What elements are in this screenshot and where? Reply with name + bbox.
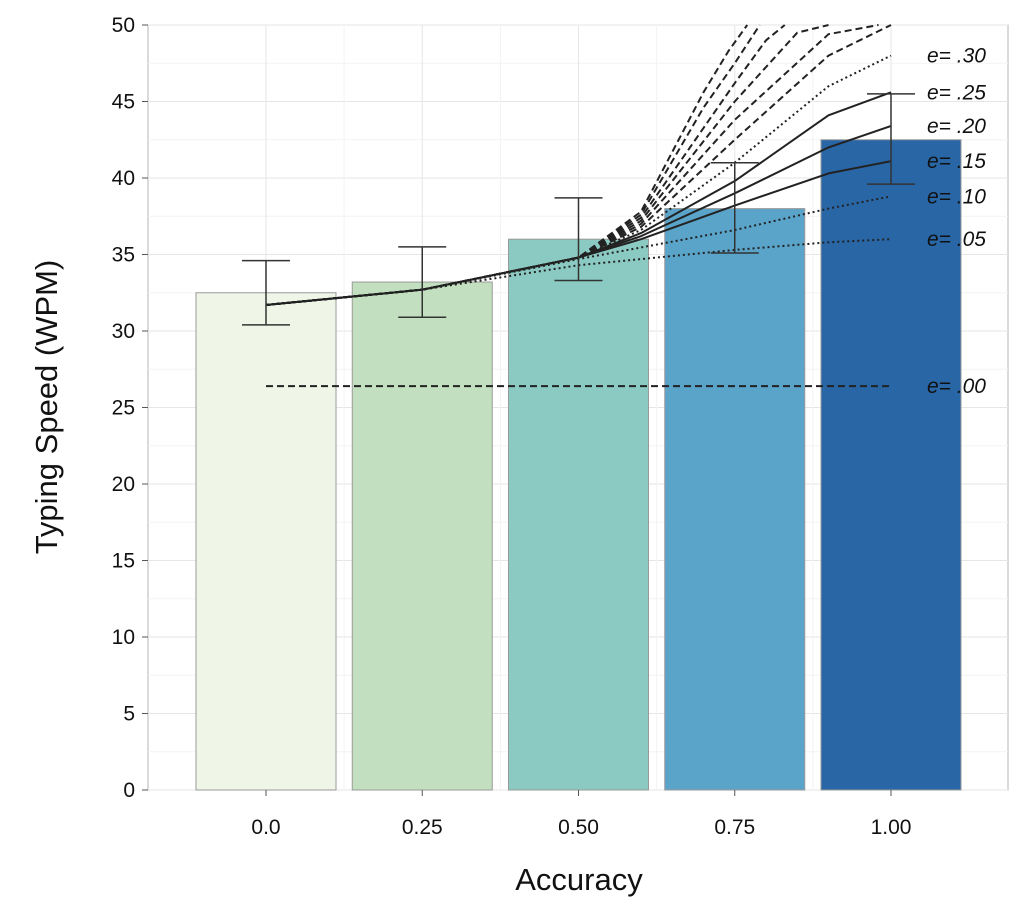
y-tick-label: 0 [123, 779, 135, 802]
bar [820, 139, 962, 791]
y-tick-label: 30 [112, 320, 135, 343]
curve-label: e= .20 [927, 115, 986, 138]
curve-label: e= .30 [927, 45, 986, 68]
curve-label: e= .05 [927, 228, 986, 251]
error-bar [710, 161, 759, 254]
curve-label: e= .00 [927, 375, 986, 398]
x-tick-label: 0.25 [402, 816, 443, 839]
x-tick-label: 0.50 [558, 816, 599, 839]
error-bars [242, 93, 915, 326]
bar [508, 238, 649, 791]
y-tick-label: 10 [112, 626, 135, 649]
error-bar [554, 197, 603, 282]
bar [664, 208, 806, 791]
y-tick-label: 20 [112, 473, 135, 496]
x-axis-title: Accuracy [515, 862, 643, 897]
y-tick-label: 5 [123, 703, 135, 726]
y-tick-label: 25 [112, 397, 135, 420]
y-axis-title: Typing Speed (WPM) [29, 260, 64, 555]
y-tick-label: 45 [112, 91, 135, 114]
x-tick-label: 1.00 [871, 816, 912, 839]
bars [195, 139, 962, 791]
y-tick-label: 15 [112, 550, 135, 573]
x-tick-label: 0.75 [714, 816, 755, 839]
axes: 0 5 10 15 20 25 30 35 40 45 50 0.0 0.25 0.50 0.75 1.00 [112, 14, 912, 839]
curve-label: e= .10 [927, 185, 986, 208]
error-bar [398, 246, 447, 318]
error-bar [867, 93, 915, 185]
y-tick-label: 35 [112, 244, 135, 267]
y-tick-label: 50 [112, 14, 135, 37]
x-tick-label: 0.0 [251, 816, 280, 839]
curve-labels: e= .00 e= .05 e= .10 e= .15 e= .20 e= .25 e= .… [927, 45, 986, 398]
y-tick-label: 40 [112, 167, 135, 190]
error-bar [242, 259, 290, 326]
bar [195, 292, 337, 791]
curve-label: e= .25 [927, 81, 986, 104]
curve-label: e= .15 [927, 150, 986, 173]
bar [351, 281, 493, 791]
